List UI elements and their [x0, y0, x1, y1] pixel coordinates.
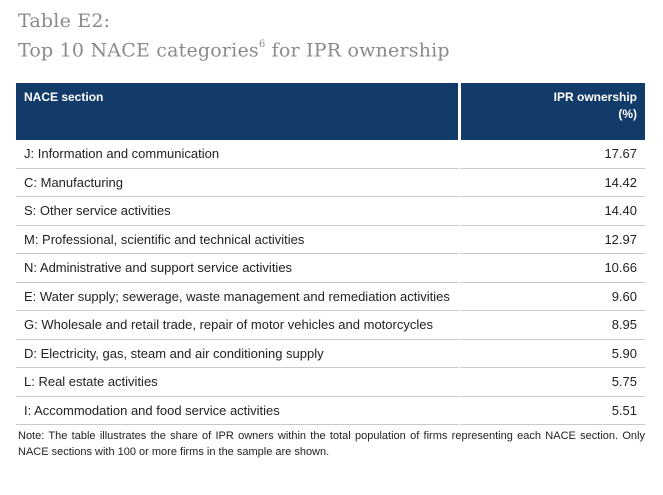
- header-nace-section: NACE section: [16, 83, 458, 140]
- table-row: S: Other service activities 14.40: [16, 197, 645, 226]
- section-cell: I: Accommodation and food service activi…: [16, 397, 458, 425]
- caption-suffix: for IPR ownership: [265, 39, 450, 62]
- section-cell: N: Administrative and support service ac…: [16, 254, 458, 283]
- value-cell: 5.90: [458, 339, 645, 368]
- ipr-ownership-table: NACE section IPR ownership (%) J: Inform…: [16, 83, 645, 425]
- section-cell: M: Professional, scientific and technica…: [16, 226, 458, 254]
- table-header-row: NACE section IPR ownership (%): [16, 83, 645, 140]
- header-ipr-label: IPR ownership: [553, 90, 637, 104]
- table-note: Note: The table illustrates the share of…: [18, 430, 645, 458]
- table-row: J: Information and communication 17.67: [16, 140, 645, 169]
- section-cell: D: Electricity, gas, steam and air condi…: [16, 340, 458, 368]
- table-row: E: Water supply; sewerage, waste managem…: [16, 282, 645, 311]
- table-title: Table E2: Top 10 NACE categories6 for IP…: [18, 8, 450, 63]
- table-row: G: Wholesale and retail trade, repair of…: [16, 311, 645, 340]
- value-cell: 14.40: [458, 197, 645, 226]
- section-cell: S: Other service activities: [16, 197, 458, 226]
- table-caption: Top 10 NACE categories6 for IPR ownershi…: [18, 34, 450, 63]
- table-row: I: Accommodation and food service activi…: [16, 396, 645, 425]
- section-cell: C: Manufacturing: [16, 169, 458, 197]
- table-row: L: Real estate activities 5.75: [16, 368, 645, 397]
- table-row: C: Manufacturing 14.42: [16, 168, 645, 197]
- header-ipr-ownership: IPR ownership (%): [458, 83, 645, 140]
- value-cell: 9.60: [458, 282, 645, 311]
- value-cell: 17.67: [458, 140, 645, 169]
- table-number: Table E2:: [18, 10, 111, 32]
- table-row: M: Professional, scientific and technica…: [16, 225, 645, 254]
- value-cell: 5.75: [458, 368, 645, 397]
- section-cell: J: Information and communication: [16, 140, 458, 169]
- value-cell: 10.66: [458, 254, 645, 283]
- value-cell: 8.95: [458, 311, 645, 340]
- section-cell: G: Wholesale and retail trade, repair of…: [16, 311, 458, 340]
- section-cell: E: Water supply; sewerage, waste managem…: [16, 283, 458, 311]
- value-cell: 12.97: [458, 225, 645, 254]
- value-cell: 14.42: [458, 168, 645, 197]
- table-row: D: Electricity, gas, steam and air condi…: [16, 339, 645, 368]
- footnote-ref: 6: [258, 39, 266, 50]
- section-cell: L: Real estate activities: [16, 368, 458, 397]
- header-ipr-unit: (%): [618, 107, 637, 121]
- caption-text: Top 10 NACE categories: [18, 39, 259, 62]
- value-cell: 5.51: [458, 396, 645, 425]
- table-row: N: Administrative and support service ac…: [16, 254, 645, 283]
